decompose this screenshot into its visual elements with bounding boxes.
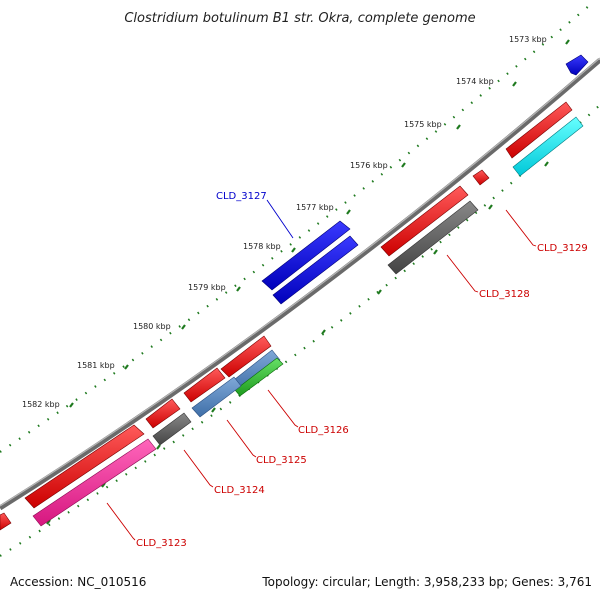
- gene-label-3128: CLD_3128: [479, 289, 530, 300]
- gene-arrow[interactable]: [472, 169, 490, 186]
- accession-text: Accession: NC_010516: [10, 575, 146, 589]
- leader-line-3128: [446, 254, 479, 293]
- gene-label-3125: CLD_3125: [256, 455, 307, 466]
- leader-line-3129: [505, 209, 537, 247]
- tick-mark: [291, 247, 296, 253]
- gene-arrow[interactable]: [565, 54, 589, 76]
- gene-arrow[interactable]: [380, 185, 469, 257]
- gene-arrow[interactable]: [32, 438, 157, 527]
- gene-arrow[interactable]: [24, 424, 145, 509]
- gene-label-3129: CLD_3129: [537, 243, 588, 254]
- tick-mark: [321, 329, 326, 335]
- gene-arrow[interactable]: [191, 376, 242, 418]
- gene-label-3123: CLD_3123: [136, 538, 187, 549]
- tick-label: 1576 kbp: [350, 161, 388, 170]
- tick-mark: [377, 289, 382, 295]
- gene-labels: CLD_3127 CLD_3129 CLD_3128 CLD_3126 CLD_…: [136, 191, 588, 549]
- tick-label: 1582 kbp: [22, 400, 60, 409]
- gene-label-3124: CLD_3124: [214, 485, 265, 496]
- tick-label: 1577 kbp: [296, 203, 334, 212]
- gene-features: [0, 54, 589, 531]
- gene-label-3127: CLD_3127: [216, 191, 267, 202]
- gene-arrow[interactable]: [234, 357, 284, 397]
- tick-mark: [124, 364, 129, 370]
- tick-mark: [346, 209, 351, 215]
- gene-arrow[interactable]: [0, 512, 12, 531]
- genome-backbone-highlight: [0, 57, 600, 507]
- tick-mark: [69, 402, 74, 408]
- tick-mark: [236, 286, 241, 292]
- tick-arc-outer: [0, 4, 591, 453]
- tick-label: 1573 kbp: [509, 35, 547, 44]
- tick-mark: [181, 324, 186, 330]
- gene-arrow[interactable]: [145, 398, 181, 429]
- tick-mark: [401, 162, 406, 168]
- gene-arrow[interactable]: [387, 200, 479, 275]
- tick-mark: [156, 444, 161, 450]
- tick-label: 1574 kbp: [456, 77, 494, 86]
- tick-label: 1579 kbp: [188, 283, 226, 292]
- tick-mark: [456, 124, 461, 130]
- leader-line-3125: [226, 419, 257, 458]
- leader-lines: [106, 199, 537, 541]
- tick-label: 1581 kbp: [77, 361, 115, 370]
- gene-arrow[interactable]: [261, 220, 351, 291]
- gene-arrow[interactable]: [505, 101, 573, 159]
- tick-label: 1578 kbp: [243, 242, 281, 251]
- map-title: Clostridium botulinum B1 str. Okra, comp…: [124, 11, 475, 26]
- leader-line-3127: [266, 199, 294, 239]
- gene-arrow[interactable]: [272, 235, 359, 305]
- gene-arrow[interactable]: [183, 367, 226, 403]
- tick-labels: 1573 kbp 1574 kbp 1575 kbp 1576 kbp 1577…: [22, 35, 547, 409]
- gene-arrow[interactable]: [220, 335, 272, 378]
- tick-mark: [544, 161, 549, 167]
- gene-label-3126: CLD_3126: [298, 425, 349, 436]
- genome-backbone: [0, 58, 600, 511]
- tick-mark: [488, 204, 493, 210]
- gene-arrow[interactable]: [512, 116, 584, 177]
- gene-arrow[interactable]: [152, 412, 192, 446]
- tick-mark: [512, 81, 517, 87]
- tick-label: 1575 kbp: [404, 120, 442, 129]
- leader-line-3123: [106, 502, 136, 541]
- tick-mark: [565, 39, 570, 45]
- genome-summary-text: Topology: circular; Length: 3,958,233 bp…: [261, 575, 592, 589]
- tick-mark: [433, 249, 438, 255]
- tick-mark: [211, 407, 216, 413]
- leader-line-3126: [267, 389, 299, 428]
- tick-label: 1580 kbp: [133, 322, 171, 331]
- leader-line-3124: [183, 449, 214, 488]
- major-ticks-outer: [69, 39, 570, 408]
